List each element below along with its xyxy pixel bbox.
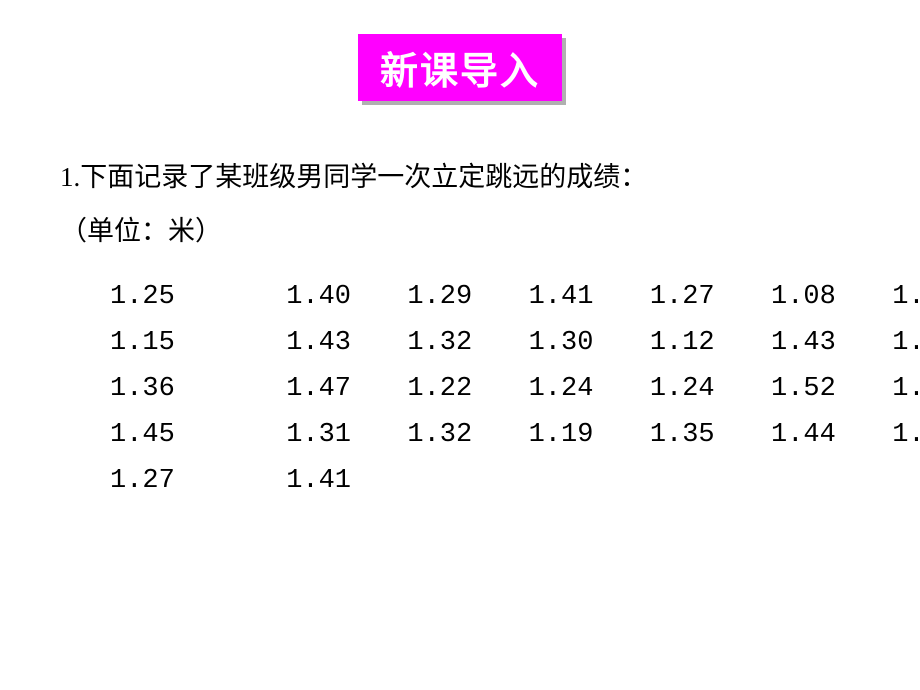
data-cell: 1.41 <box>286 466 391 496</box>
title-badge: 新课导入 <box>358 34 562 101</box>
data-cell: 1.35 <box>650 420 755 450</box>
data-row: 1.15 1.43 1.32 1.30 1.12 1.43 1.50 <box>110 328 920 358</box>
data-cell: 1.29 <box>892 420 920 450</box>
data-cell: 1.22 <box>407 374 512 404</box>
data-cell: 1.45 <box>110 420 270 450</box>
data-cell: 1.25 <box>110 282 270 312</box>
data-cell: 1.19 <box>529 420 634 450</box>
data-cell: 1.32 <box>407 420 512 450</box>
data-cell: 1.12 <box>650 328 755 358</box>
data-grid: 1.25 1.40 1.29 1.41 1.27 1.08 1.21 1.15 … <box>110 282 920 512</box>
data-cell: 1.39 <box>892 374 920 404</box>
data-cell: 1.30 <box>529 328 634 358</box>
data-cell: 1.27 <box>110 466 270 496</box>
data-cell: 1.43 <box>771 328 876 358</box>
data-cell: 1.29 <box>407 282 512 312</box>
data-cell: 1.24 <box>650 374 755 404</box>
data-row: 1.36 1.47 1.22 1.24 1.24 1.52 1.39 <box>110 374 920 404</box>
data-cell: 1.41 <box>529 282 634 312</box>
title-text: 新课导入 <box>380 51 540 93</box>
data-cell: 1.40 <box>286 282 391 312</box>
data-cell: 1.08 <box>771 282 876 312</box>
data-cell: 1.24 <box>529 374 634 404</box>
data-cell: 1.15 <box>110 328 270 358</box>
data-cell: 1.36 <box>110 374 270 404</box>
data-cell: 1.47 <box>286 374 391 404</box>
data-cell: 1.21 <box>892 282 920 312</box>
question-line-2: （单位：米） <box>60 204 860 258</box>
data-cell: 1.50 <box>892 328 920 358</box>
data-cell: 1.44 <box>771 420 876 450</box>
data-row: 1.27 1.41 <box>110 466 920 496</box>
question-line-1: 1.下面记录了某班级男同学一次立定跳远的成绩： <box>60 150 860 204</box>
data-cell: 1.52 <box>771 374 876 404</box>
data-cell: 1.32 <box>407 328 512 358</box>
data-row: 1.45 1.31 1.32 1.19 1.35 1.44 1.29 <box>110 420 920 450</box>
data-row: 1.25 1.40 1.29 1.41 1.27 1.08 1.21 <box>110 282 920 312</box>
data-cell: 1.27 <box>650 282 755 312</box>
data-cell: 1.31 <box>286 420 391 450</box>
data-cell: 1.43 <box>286 328 391 358</box>
question-block: 1.下面记录了某班级男同学一次立定跳远的成绩： （单位：米） <box>60 150 860 258</box>
